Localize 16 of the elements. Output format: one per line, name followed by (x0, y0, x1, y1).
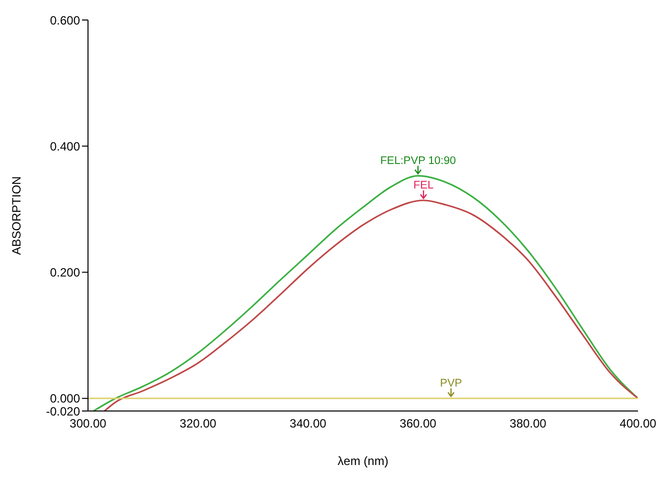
y-tick-label: -0.020 (46, 404, 80, 418)
x-tick-label: 320.00 (180, 416, 217, 431)
x-tick-label: 380.00 (510, 416, 547, 431)
x-tick-label: 400.00 (620, 416, 657, 431)
y-tick-label: 0.600 (50, 13, 80, 28)
y-axis-title: ABSORPTION (9, 176, 24, 255)
annotation: FEL (413, 179, 434, 192)
annotation: PVP (440, 377, 462, 390)
annotation: FEL:PVP 10:90 (380, 154, 456, 167)
y-tick-label: 0.000 (50, 392, 80, 406)
x-tick-label: 360.00 (400, 416, 437, 431)
x-tick-label: 340.00 (290, 416, 327, 431)
y-tick-label: 0.200 (50, 266, 80, 280)
x-tick-label: 300.00 (70, 416, 107, 431)
y-tick-label: 0.400 (50, 139, 80, 154)
x-axis-title: λem (nm) (338, 454, 388, 468)
